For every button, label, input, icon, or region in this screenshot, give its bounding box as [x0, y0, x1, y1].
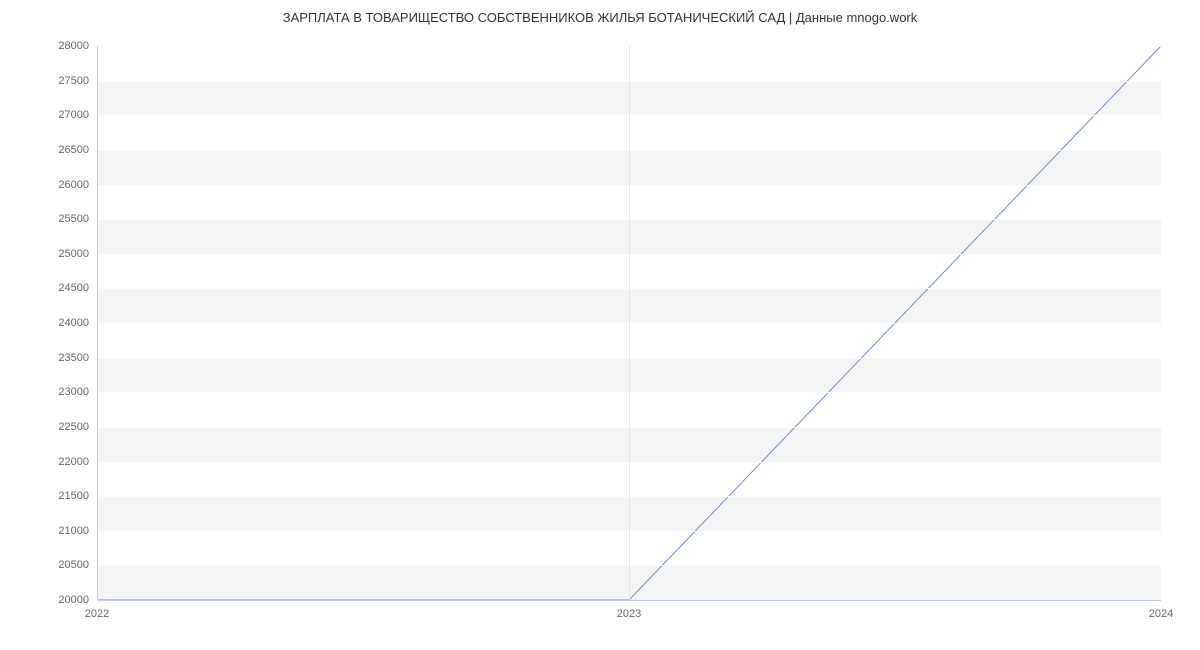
- x-tick-label: 2024: [1149, 600, 1173, 620]
- y-tick-label: 26000: [58, 179, 97, 191]
- y-tick-label: 21500: [58, 490, 97, 502]
- y-tick-label: 23000: [58, 386, 97, 398]
- y-tick-label: 23500: [58, 352, 97, 364]
- y-axis-line: [97, 46, 98, 600]
- x-tick-label: 2023: [617, 600, 641, 620]
- y-tick-label: 27500: [58, 75, 97, 87]
- y-tick-label: 21000: [58, 525, 97, 537]
- y-tick-label: 25500: [58, 213, 97, 225]
- plot-area: 2800027500270002650026000255002500024500…: [97, 46, 1161, 600]
- x-axis-line: [97, 600, 1161, 601]
- y-tick-label: 20500: [58, 559, 97, 571]
- y-tick-label: 27000: [58, 109, 97, 121]
- x-tick-label: 2022: [85, 600, 109, 620]
- salary-chart: ЗАРПЛАТА В ТОВАРИЩЕСТВО СОБСТВЕННИКОВ ЖИ…: [0, 0, 1200, 650]
- chart-title: ЗАРПЛАТА В ТОВАРИЩЕСТВО СОБСТВЕННИКОВ ЖИ…: [0, 10, 1200, 25]
- y-tick-label: 25000: [58, 248, 97, 260]
- y-tick-label: 26500: [58, 144, 97, 156]
- y-tick-label: 28000: [58, 40, 97, 52]
- y-tick-label: 24000: [58, 317, 97, 329]
- y-tick-label: 24500: [58, 282, 97, 294]
- gridline-v: [629, 46, 630, 600]
- y-tick-label: 22500: [58, 421, 97, 433]
- y-tick-label: 22000: [58, 456, 97, 468]
